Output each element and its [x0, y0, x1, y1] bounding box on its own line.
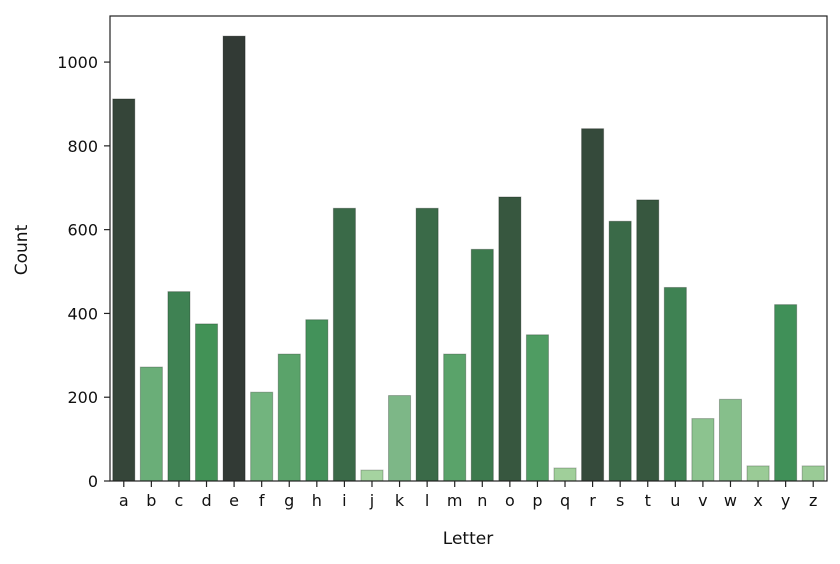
x-tick-label: o	[505, 491, 515, 510]
bar-z	[801, 465, 825, 482]
bars	[112, 35, 825, 482]
y-tick-label: 400	[67, 304, 98, 323]
y-tick-label: 200	[67, 388, 98, 407]
x-tick-label: g	[284, 491, 294, 510]
bar-i	[332, 207, 356, 482]
x-tick-label: k	[395, 491, 405, 510]
bar-r	[581, 128, 605, 482]
y-tick-label: 0	[88, 472, 98, 491]
plot-frame	[109, 15, 828, 482]
bar-k	[388, 395, 412, 482]
x-tick-label: z	[809, 491, 817, 510]
bar-q	[553, 467, 577, 482]
bar-u	[663, 286, 687, 482]
x-tick-label: w	[724, 491, 737, 510]
x-tick-label: m	[447, 491, 463, 510]
bar-g	[277, 353, 301, 482]
y-axis-label: Count	[12, 224, 32, 275]
y-tick-label: 800	[67, 137, 98, 156]
bar-p	[525, 334, 549, 482]
x-tick-label: u	[670, 491, 680, 510]
bar-e	[222, 35, 246, 482]
x-tick-label: r	[589, 491, 596, 510]
x-tick-label: v	[698, 491, 707, 510]
bar-h	[305, 319, 329, 482]
bar-v	[691, 418, 715, 482]
bar-w	[718, 398, 743, 482]
bar-n	[470, 248, 494, 482]
x-tick-label: b	[146, 491, 156, 510]
bar-b	[139, 366, 163, 482]
x-tick-label: x	[753, 491, 762, 510]
x-tick-label: c	[175, 491, 184, 510]
bar-f	[250, 391, 274, 482]
x-tick-label: h	[312, 491, 322, 510]
y-axis: 0 200 400 600 800 1000	[57, 53, 110, 491]
bar-j	[360, 469, 384, 482]
bar-s	[608, 220, 632, 482]
x-tick-label: n	[477, 491, 487, 510]
bar-o	[498, 196, 522, 482]
x-tick-label: t	[645, 491, 651, 510]
x-tick-label: e	[229, 491, 239, 510]
bar-a	[112, 98, 136, 482]
bar-t	[636, 199, 660, 482]
x-tick-label: a	[119, 491, 129, 510]
bar-y	[774, 304, 798, 482]
bar-x	[746, 465, 770, 482]
bar-d	[194, 323, 219, 482]
bar-m	[443, 353, 467, 482]
y-tick-label: 1000	[57, 53, 98, 72]
x-tick-label: q	[560, 491, 570, 510]
x-tick-label: y	[781, 491, 790, 510]
x-tick-label: p	[532, 491, 542, 510]
x-tick-label: i	[342, 491, 346, 510]
bar-l	[415, 207, 439, 482]
x-tick-label: f	[259, 491, 265, 510]
x-tick-label: l	[425, 491, 429, 510]
bar-c	[167, 291, 191, 482]
x-tick-label: j	[369, 491, 374, 510]
x-axis-label: Letter	[443, 529, 493, 549]
y-tick-label: 600	[67, 221, 98, 240]
x-tick-label: d	[201, 491, 211, 510]
x-tick-label: s	[616, 491, 624, 510]
